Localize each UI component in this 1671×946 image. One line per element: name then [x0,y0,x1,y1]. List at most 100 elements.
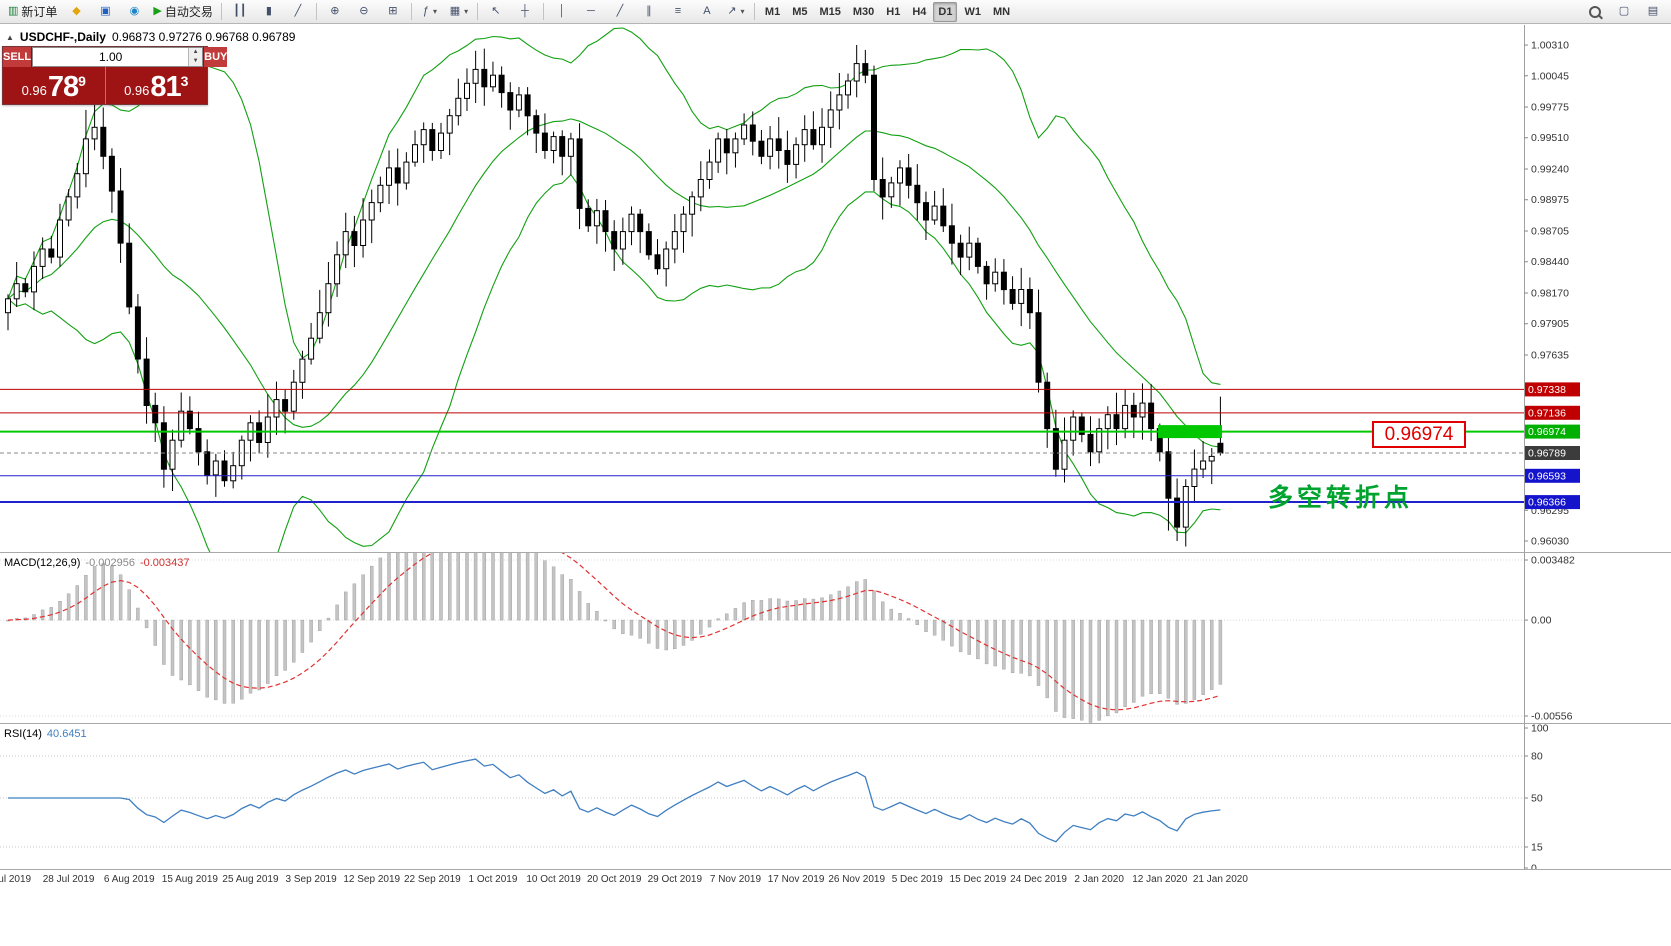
date-label: 12 Sep 2019 [343,874,401,885]
timeframe-button-W1[interactable]: W1 [964,5,981,18]
price-chart: 1.00310 1.00045 0.99775 0.99510 0.99240 0.989… [0,25,1580,552]
green-highlight-bar[interactable] [1158,425,1222,439]
price-callout-box[interactable]: 0.96974 [1372,421,1466,448]
turning-point-text: 多空转折点 [1268,484,1414,512]
timeframe-button-MN[interactable]: MN [992,5,1011,18]
price-scale-tick: 0.97905 [1531,318,1569,330]
tile-windows-button[interactable]: ⊞ [379,1,407,23]
toolbar-separator [476,3,478,20]
toolbar-separator [542,3,544,20]
timeframe-button-M1[interactable]: M1 [764,5,781,18]
crosshair-button[interactable]: ┼ [511,1,539,23]
date-label: 6 Aug 2019 [103,874,155,885]
trendline-icon: ╱ [616,5,624,17]
timeframe-button-M5[interactable]: M5 [792,5,808,18]
vertical-line-icon: │ [558,5,566,17]
date-label: 29 Oct 2019 [647,874,703,885]
macd-scale-tick: 0.003482 [1531,555,1575,567]
price-tag [1525,382,1580,397]
timeframe-button-M30[interactable]: M30 [852,5,875,18]
price-tag-text: 0.96789 [1528,448,1566,460]
sell-price[interactable]: 0.96 78 9 [3,67,106,104]
panel-divider[interactable] [0,552,1671,553]
date-label: 26 Nov 2019 [828,874,886,885]
panel-divider[interactable] [0,723,1671,724]
price-scale-tick: 0.97635 [1531,350,1569,362]
terminal-button[interactable]: ▤ [1639,1,1667,23]
symbol-search-button[interactable] [1581,1,1609,23]
spin-up-icon[interactable]: ▲ [189,48,203,57]
price-tag [1525,405,1580,420]
channel-tool-button[interactable]: ∥ [635,1,663,23]
date-label: 17 Nov 2019 [767,874,825,885]
collapse-arrow-icon[interactable]: ▲ [6,32,14,42]
horizontal-line-tool-button[interactable]: ─ [577,1,605,23]
panel-divider [0,869,1671,870]
candlestick-chart-icon: ▮ [265,5,272,17]
data-window-button[interactable]: ▢ [1610,1,1638,23]
volume-input[interactable] [33,48,189,66]
bollinger-middle-band [7,118,1221,448]
autotrading-button[interactable]: ▶ 自动交易 [149,1,216,23]
price-tag-text: 0.96366 [1528,497,1566,509]
toolbar-separator [315,3,317,20]
zoom-out-button[interactable]: ⊖ [350,1,378,23]
price-tag-text: 0.97338 [1528,384,1566,396]
timeframe-button-D1[interactable]: D1 [933,1,958,22]
terminal-icon: ▤ [1647,5,1659,17]
navigator-button[interactable]: ◉ [120,1,148,23]
rsi-name: RSI(14) [4,728,42,740]
buy-button[interactable]: BUY [203,47,228,67]
price-tag-text: 0.97136 [1528,407,1566,419]
arrow-tool-button[interactable]: ↗ ▾ [722,1,750,23]
new-order-icon: ▥ [8,5,19,17]
price-tag-text: 0.96974 [1528,426,1566,438]
rsi-line [8,758,1221,843]
date-label: 24 Dec 2019 [1010,874,1067,885]
rsi-scale-tick: 100 [1531,724,1549,735]
price-tag [1525,468,1580,483]
macd-name: MACD(12,26,9) [4,557,81,569]
chevron-down-icon: ▾ [464,7,469,16]
buy-price-sup: 3 [180,73,189,89]
price-scale-tick: 0.98440 [1531,256,1569,268]
sell-button[interactable]: SELL [3,47,33,67]
buy-label: BUY [204,51,228,63]
spin-down-icon[interactable]: ▼ [189,57,203,66]
new-order-button[interactable]: ▥ 新订单 [4,1,61,23]
line-chart-button[interactable]: ╱ [284,1,312,23]
market-watch-button[interactable]: ▣ [91,1,119,23]
candlestick-chart-button[interactable]: ▮ [255,1,283,23]
templates-button[interactable]: ▦ ▾ [445,1,473,23]
cursor-button[interactable]: ↖ [482,1,510,23]
macd-signal-value: -0.003437 [139,557,190,569]
price-tag [1525,495,1580,510]
price-callout-text: 0.96974 [1384,423,1454,445]
rsi-indicator-label: RSI(14) 40.6451 [4,728,87,740]
turning-point-annotation[interactable]: 多空转折点 [1268,478,1413,514]
trendline-tool-button[interactable]: ╱ [606,1,634,23]
rsi-panel[interactable]: 100 80 50 15 0 [0,724,1671,869]
date-label: 1 Oct 2019 [468,874,518,885]
buy-price[interactable]: 0.96 81 3 [106,67,208,104]
price-panel[interactable]: 1.00310 1.00045 0.99775 0.99510 0.99240 0.989… [0,25,1671,552]
rsi-scale-tick: 0 [1531,863,1537,870]
timeframe-button-H4[interactable]: H4 [912,5,927,18]
price-plot [5,27,1224,552]
price-scale-tick: 1.00310 [1531,40,1569,52]
zoom-in-button[interactable]: ⊕ [321,1,349,23]
timeframe-button-H1[interactable]: H1 [886,5,901,18]
vertical-line-tool-button[interactable]: │ [548,1,576,23]
indicators-icon: ƒ [422,5,429,17]
date-label: 28 Jul 2019 [42,874,95,885]
date-label: 12 Jan 2020 [1132,874,1188,885]
timeframe-button-M15[interactable]: M15 [819,5,841,18]
fibonacci-tool-button[interactable]: ≡ [664,1,692,23]
bar-chart-button[interactable]: ┃┃ [226,1,254,23]
alerts-button[interactable]: ◆ [62,1,90,23]
macd-panel[interactable]: 0.003482 0.00 -0.00556 [0,553,1671,723]
indicators-button[interactable]: ƒ ▾ [416,1,444,23]
chevron-down-icon: ▾ [432,7,437,16]
text-tool-button[interactable]: A [693,1,721,23]
search-icon [1589,5,1601,18]
